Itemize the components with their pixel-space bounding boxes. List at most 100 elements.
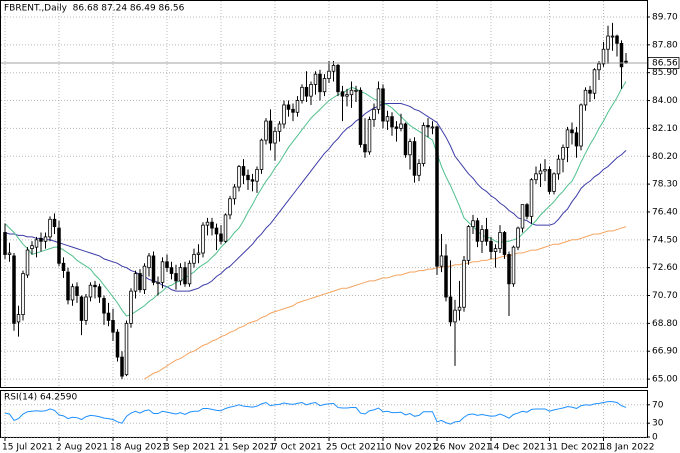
- candle-body: [345, 94, 349, 97]
- y-tick-label: 70: [652, 400, 664, 410]
- x-tick-label: 7 Oct 2021: [272, 443, 322, 453]
- candle-body: [480, 229, 484, 242]
- candle-body: [66, 271, 70, 301]
- candle-body: [309, 84, 313, 97]
- candle-body: [57, 227, 61, 264]
- x-tick-label: 10 Nov 2021: [380, 443, 438, 453]
- y-tick-label: 0: [652, 433, 658, 443]
- candle-body: [259, 139, 264, 170]
- candle-body: [453, 309, 457, 323]
- candle-body: [574, 132, 579, 147]
- rsi-title: RSI(14) 64.2590: [4, 393, 77, 403]
- candle-body: [511, 246, 516, 285]
- candle-body: [12, 255, 16, 324]
- candle-body: [538, 170, 543, 175]
- candle-body: [543, 169, 547, 172]
- candle-body: [84, 296, 88, 321]
- candle-body: [160, 261, 165, 283]
- candle-body: [439, 255, 444, 267]
- candle-body: [295, 100, 300, 113]
- candle-body: [615, 35, 619, 44]
- candle-body: [48, 218, 52, 238]
- y-tick-label: 82.10: [652, 124, 678, 134]
- candle-body: [214, 227, 219, 235]
- candle-body: [556, 158, 561, 175]
- candle-body: [219, 233, 223, 242]
- candle-body: [534, 173, 538, 181]
- y-tick-label: 70.70: [652, 291, 678, 301]
- candle-body: [358, 89, 363, 145]
- y-tick-label: 74.50: [652, 235, 678, 245]
- x-tick-label: 25 Oct 2021: [326, 443, 382, 453]
- candle-body: [165, 261, 169, 269]
- x-tick-label: 15 Jul 2021: [2, 443, 53, 453]
- candle-body: [16, 314, 21, 323]
- y-tick-label: 65.00: [652, 375, 678, 385]
- candle-body: [246, 174, 250, 181]
- candle-body: [273, 130, 277, 144]
- candle-body: [151, 255, 156, 283]
- y-tick-label: 66.90: [652, 347, 678, 357]
- last-price-box: [647, 57, 680, 69]
- candle-body: [412, 141, 417, 176]
- candle-body: [601, 48, 606, 65]
- candle-body: [327, 70, 331, 79]
- candle-body: [322, 78, 327, 93]
- candle-body: [462, 259, 466, 308]
- candle-body: [241, 166, 246, 176]
- candle-body: [363, 144, 367, 153]
- candle-body: [264, 120, 268, 141]
- candle-body: [390, 116, 394, 128]
- candle-body: [502, 232, 507, 255]
- candle-body: [3, 232, 7, 255]
- candle-body: [610, 35, 615, 38]
- candle-body: [147, 255, 151, 269]
- candle-body: [124, 322, 129, 376]
- rsi-frame: [0, 390, 648, 438]
- candle-body: [552, 173, 556, 192]
- candle-body: [349, 89, 354, 96]
- candle-body: [394, 126, 399, 129]
- y-tick-label: 80.20: [652, 152, 678, 162]
- y-tick-label: 30: [652, 419, 664, 429]
- candle-body: [417, 163, 421, 176]
- candle-body: [466, 226, 471, 261]
- candle-body: [25, 249, 30, 276]
- candle-body: [529, 179, 534, 217]
- candle-body: [385, 116, 390, 122]
- candle-body: [430, 126, 435, 129]
- candle-body: [525, 204, 529, 217]
- y-tick-label: 87.80: [652, 40, 678, 50]
- candle-body: [561, 147, 565, 160]
- candle-body: [178, 267, 183, 282]
- x-tick-label: 18 Jan 2022: [601, 443, 655, 453]
- candle-body: [426, 125, 430, 128]
- candle-body: [367, 119, 372, 153]
- x-tick-label: 31 Dec 2021: [547, 443, 605, 453]
- candle-body: [268, 120, 273, 144]
- candle-body: [30, 245, 34, 250]
- candle-body: [435, 126, 439, 267]
- candle-body: [331, 64, 336, 72]
- candle-body: [93, 284, 97, 288]
- candle-body: [421, 125, 426, 164]
- x-tick-label: 26 Nov 2021: [434, 443, 492, 453]
- candle-body: [318, 73, 322, 93]
- moving-average-line: [4, 81, 627, 317]
- candle-body: [61, 262, 66, 271]
- y-tick-label: 78.30: [652, 180, 678, 190]
- candle-body: [205, 221, 210, 226]
- candle-body: [102, 298, 106, 314]
- candle-body: [520, 204, 525, 229]
- candle-body: [498, 232, 502, 250]
- candle-body: [493, 248, 498, 252]
- rsi-line: [4, 401, 627, 425]
- candle-body: [619, 42, 624, 68]
- candle-body: [336, 64, 340, 93]
- candle-body: [223, 214, 228, 242]
- candle-body: [448, 296, 453, 323]
- candle-body: [588, 89, 592, 94]
- candle-body: [192, 254, 196, 264]
- candle-body: [354, 89, 358, 92]
